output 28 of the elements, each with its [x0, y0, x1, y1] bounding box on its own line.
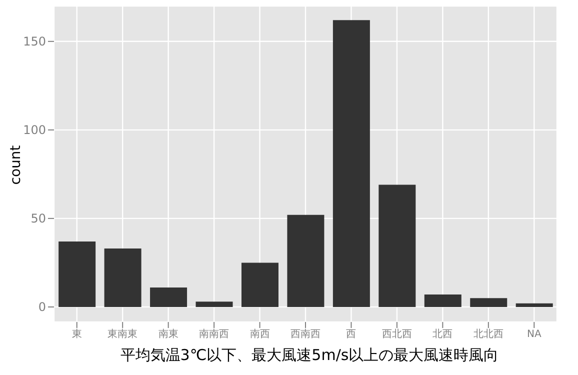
bar: [196, 302, 233, 307]
y-tick-label: 100: [23, 123, 46, 138]
x-tick-label: 西北西: [382, 328, 412, 340]
bar: [470, 298, 508, 307]
bar: [241, 262, 278, 307]
bar: [378, 184, 416, 307]
bar: [104, 248, 142, 307]
bar: [332, 20, 370, 307]
x-axis-title: 平均気温3℃以下、最大風速5m/s以上の最大風速時風向: [119, 346, 500, 365]
x-tick-label: 南東: [158, 328, 178, 340]
y-tick-label: 50: [30, 212, 46, 226]
y-axis-title: count: [8, 145, 24, 185]
x-tick-label: 北北西: [473, 328, 504, 340]
x-tick-label: NA: [526, 329, 542, 340]
x-tick-label: 東: [72, 328, 82, 340]
y-tick-label: 0: [38, 300, 46, 314]
x-tick-label: 南西: [250, 328, 270, 340]
bar: [424, 294, 462, 307]
x-tick-label: 南南西: [199, 328, 230, 340]
x-tick-label: 東南東: [108, 328, 138, 340]
y-tick-label: 150: [23, 34, 46, 49]
bar: [516, 303, 553, 307]
bar: [58, 241, 96, 307]
x-tick-label: 西: [346, 329, 356, 340]
bar: [287, 214, 324, 307]
x-tick-label: 北西: [432, 328, 453, 340]
bar: [150, 287, 188, 307]
x-tick-label: 西南西: [290, 328, 320, 340]
